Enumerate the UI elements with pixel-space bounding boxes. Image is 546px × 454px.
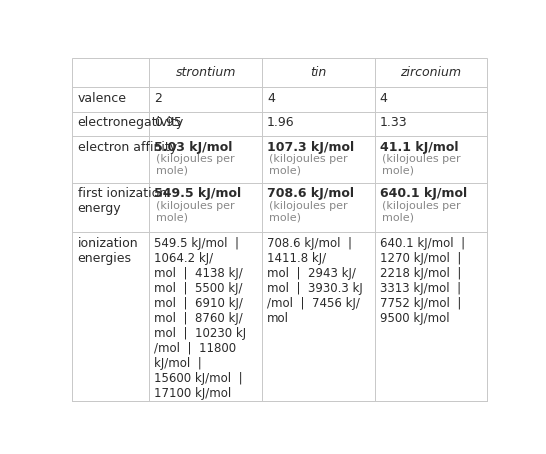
Text: valence: valence — [78, 92, 127, 104]
Text: zirconium: zirconium — [400, 66, 461, 79]
Text: 1.33: 1.33 — [380, 116, 407, 129]
Text: (kilojoules per
mole): (kilojoules per mole) — [382, 201, 461, 222]
Text: 708.6 kJ/mol: 708.6 kJ/mol — [267, 187, 354, 200]
Text: (kilojoules per
mole): (kilojoules per mole) — [269, 154, 348, 176]
Text: 107.3 kJ/mol: 107.3 kJ/mol — [267, 141, 354, 154]
Text: 640.1 kJ/mol  |
1270 kJ/mol  |
2218 kJ/mol  |
3313 kJ/mol  |
7752 kJ/mol  |
9500: 640.1 kJ/mol | 1270 kJ/mol | 2218 kJ/mol… — [380, 237, 465, 325]
Text: 5.03 kJ/mol: 5.03 kJ/mol — [155, 141, 233, 154]
Text: 640.1 kJ/mol: 640.1 kJ/mol — [380, 187, 467, 200]
Text: (kilojoules per
mole): (kilojoules per mole) — [269, 201, 348, 222]
Text: 549.5 kJ/mol  |
1064.2 kJ/
mol  |  4138 kJ/
mol  |  5500 kJ/
mol  |  6910 kJ/
mo: 549.5 kJ/mol | 1064.2 kJ/ mol | 4138 kJ/… — [155, 237, 246, 400]
Text: 549.5 kJ/mol: 549.5 kJ/mol — [155, 187, 241, 200]
Text: 4: 4 — [267, 92, 275, 104]
Text: electronegativity: electronegativity — [78, 116, 184, 129]
Text: 708.6 kJ/mol  |
1411.8 kJ/
mol  |  2943 kJ/
mol  |  3930.3 kJ
/mol  |  7456 kJ/
: 708.6 kJ/mol | 1411.8 kJ/ mol | 2943 kJ/… — [267, 237, 363, 325]
Text: first ionization
energy: first ionization energy — [78, 187, 167, 215]
Text: 2: 2 — [155, 92, 162, 104]
Text: electron affinity: electron affinity — [78, 141, 177, 154]
Text: (kilojoules per
mole): (kilojoules per mole) — [156, 201, 235, 222]
Text: 4: 4 — [380, 92, 388, 104]
Text: (kilojoules per
mole): (kilojoules per mole) — [156, 154, 235, 176]
Text: (kilojoules per
mole): (kilojoules per mole) — [382, 154, 461, 176]
Text: tin: tin — [310, 66, 327, 79]
Text: 0.95: 0.95 — [155, 116, 182, 129]
Text: 41.1 kJ/mol: 41.1 kJ/mol — [380, 141, 458, 154]
Text: 1.96: 1.96 — [267, 116, 295, 129]
Text: ionization
energies: ionization energies — [78, 237, 138, 265]
Text: strontium: strontium — [175, 66, 236, 79]
